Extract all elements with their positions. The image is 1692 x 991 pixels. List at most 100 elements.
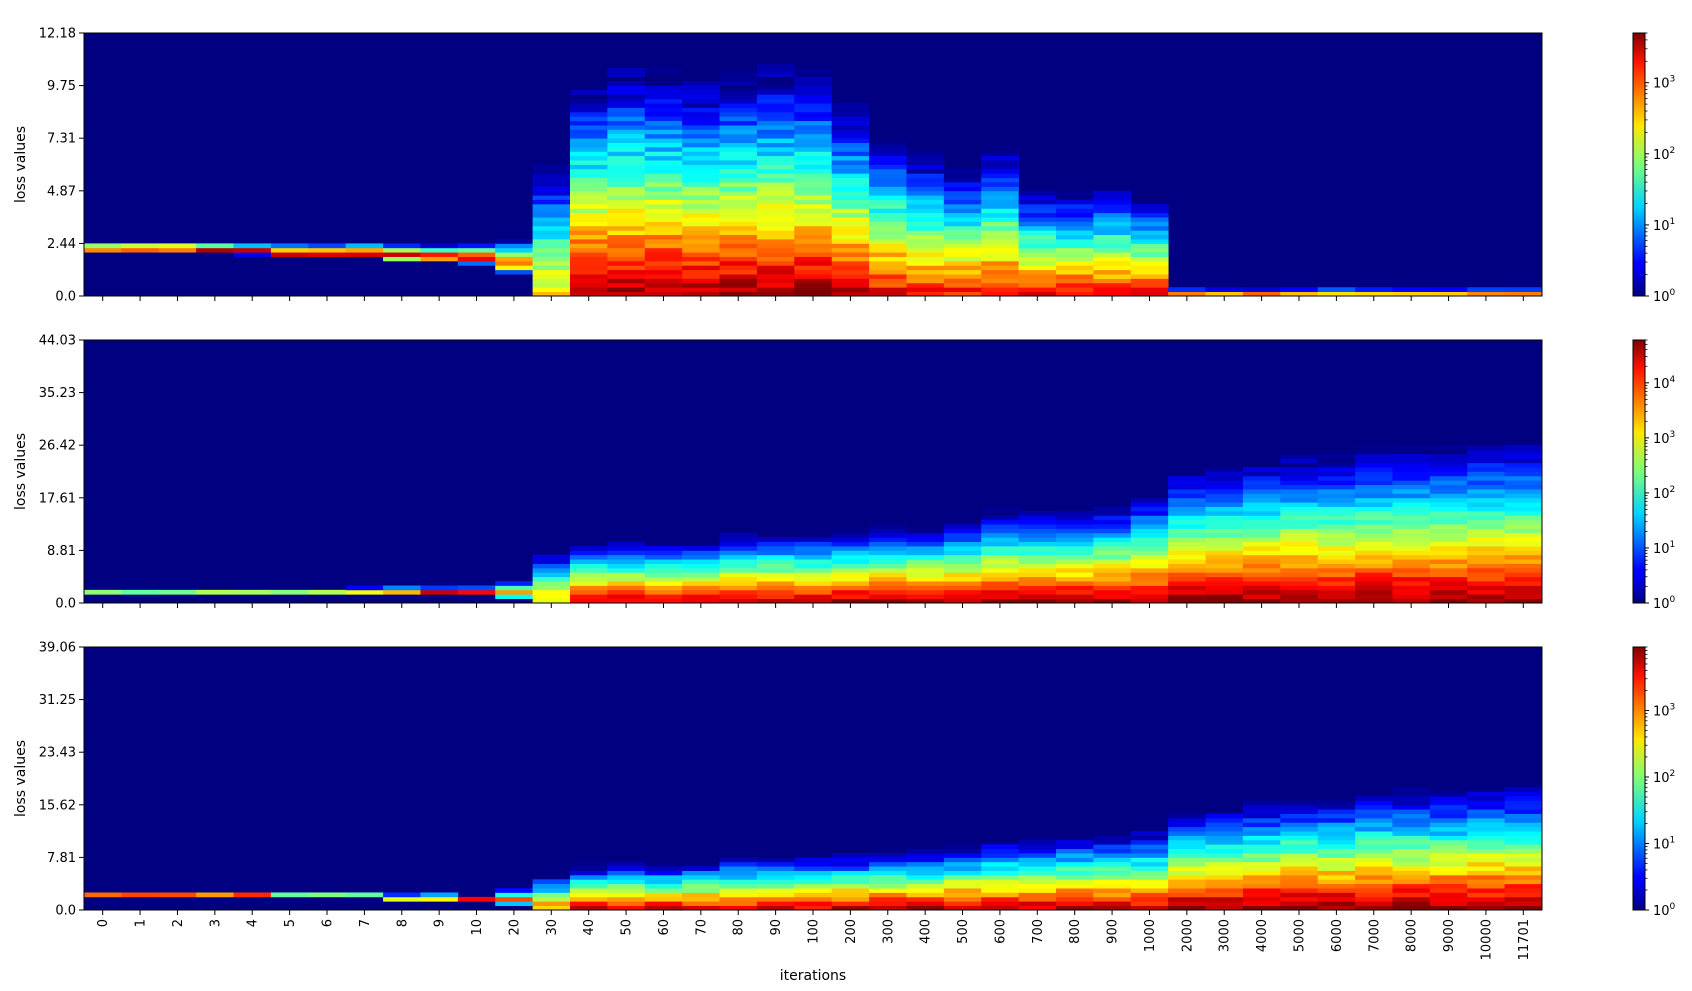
- heatmap-cell: [1205, 822, 1244, 828]
- heatmap-cell: [1242, 879, 1281, 885]
- heatmap-cell: [570, 287, 608, 293]
- heatmap-cell: [981, 221, 1020, 227]
- heatmap-cell: [420, 243, 459, 249]
- heatmap-cell: [943, 199, 982, 205]
- heatmap-cell: [1093, 581, 1132, 586]
- heatmap-cell: [1317, 528, 1356, 534]
- heatmap-cell: [1280, 458, 1319, 464]
- heatmap-cell: [644, 598, 683, 604]
- heatmap-cell: [570, 151, 608, 157]
- heatmap-cell: [1056, 217, 1094, 222]
- heatmap-cell: [1205, 848, 1244, 854]
- heatmap-cell: [1392, 475, 1431, 481]
- heatmap-cell: [943, 243, 982, 249]
- heatmap-cell: [943, 182, 982, 187]
- heatmap-cell: [1280, 524, 1319, 529]
- heatmap-cell: [719, 594, 758, 600]
- heatmap-cell: [1392, 532, 1431, 538]
- heatmap-cell: [1467, 519, 1506, 525]
- heatmap-cell: [1205, 550, 1244, 556]
- heatmap-cell: [1467, 848, 1506, 854]
- heatmap-cell: [233, 892, 272, 898]
- heatmap-cell: [570, 274, 608, 279]
- heatmap-cell: [794, 567, 833, 573]
- heatmap-cell: [607, 164, 646, 170]
- heatmap-cell: [1392, 445, 1431, 450]
- heatmap-cell: [831, 151, 870, 157]
- heatmap-cell: [794, 883, 833, 889]
- x-tick-label: 40: [582, 919, 597, 936]
- heatmap-cell: [981, 581, 1020, 586]
- heatmap-cell: [1467, 510, 1506, 516]
- heatmap-cell: [1392, 524, 1431, 529]
- heatmap-cell: [607, 892, 646, 898]
- heatmap-cell: [570, 892, 608, 898]
- heatmap-cell: [1317, 559, 1356, 564]
- heatmap-cell: [1130, 234, 1169, 240]
- heatmap-cell: [644, 269, 683, 275]
- heatmap-cell: [682, 247, 720, 253]
- heatmap-cell: [981, 559, 1020, 564]
- heatmap-cell: [1130, 883, 1169, 889]
- heatmap-cell: [719, 160, 758, 165]
- heatmap-cell: [906, 252, 945, 257]
- heatmap-cell: [756, 208, 795, 214]
- heatmap-cell: [756, 116, 795, 122]
- heatmap-cell: [943, 844, 982, 850]
- heatmap-cell: [570, 199, 608, 205]
- heatmap-cell: [943, 217, 982, 222]
- heatmap-cell: [794, 125, 833, 130]
- heatmap-cell: [1317, 576, 1356, 582]
- heatmap-cell: [906, 182, 945, 187]
- heatmap-cell: [719, 892, 758, 898]
- heatmap-cell: [1467, 892, 1506, 898]
- heatmap-cell: [682, 866, 720, 871]
- heatmap-cell: [1093, 905, 1132, 911]
- x-tick-label: 90: [769, 919, 784, 936]
- heatmap-cell: [682, 103, 720, 108]
- heatmap-cell: [1467, 471, 1506, 477]
- heatmap-cell: [794, 291, 833, 297]
- heatmap-cell: [1242, 598, 1281, 604]
- heatmap-cell: [719, 537, 758, 543]
- heatmap-cell: [1018, 576, 1057, 582]
- heatmap-cell: [1130, 831, 1169, 836]
- heatmap-cell: [1093, 861, 1132, 867]
- heatmap-cell: [831, 532, 870, 538]
- heatmap-cell: [1018, 243, 1057, 249]
- heatmap-cell: [906, 225, 945, 231]
- heatmap-cell: [1355, 453, 1393, 459]
- heatmap-cell: [981, 585, 1020, 591]
- heatmap-cell: [644, 138, 683, 143]
- heatmap-cell: [1392, 287, 1431, 293]
- heatmap-cell: [1280, 475, 1319, 481]
- heatmap-cell: [1429, 524, 1468, 529]
- heatmap-cell: [495, 896, 534, 902]
- heatmap-cell: [981, 234, 1020, 240]
- heatmap-cell: [794, 888, 833, 893]
- x-tick-label: 8: [395, 919, 410, 927]
- heatmap-cell: [420, 892, 459, 898]
- heatmap-cell: [1317, 800, 1356, 806]
- heatmap-cell: [943, 532, 982, 538]
- heatmap-cell: [1355, 883, 1393, 889]
- heatmap-cell: [1392, 550, 1431, 556]
- heatmap-cell: [1429, 896, 1468, 902]
- heatmap-cell: [719, 581, 758, 586]
- heatmap-cell: [682, 125, 720, 130]
- heatmap-cell: [1056, 203, 1094, 209]
- heatmap-cell: [1467, 554, 1506, 560]
- heatmap-cell: [1018, 528, 1057, 534]
- heatmap-cell: [1504, 589, 1543, 595]
- heatmap-cell: [1093, 225, 1132, 231]
- heatmap-cell: [869, 554, 907, 560]
- heatmap-cell: [1242, 510, 1281, 516]
- heatmap-cell: [1504, 576, 1543, 582]
- heatmap-cell: [756, 870, 795, 876]
- heatmap-cell: [1168, 515, 1206, 521]
- heatmap-cell: [869, 563, 907, 569]
- heatmap-cell: [1467, 888, 1506, 893]
- heatmap-cell: [1242, 576, 1281, 582]
- heatmap-cell: [1392, 581, 1431, 586]
- heatmap-cell: [981, 546, 1020, 551]
